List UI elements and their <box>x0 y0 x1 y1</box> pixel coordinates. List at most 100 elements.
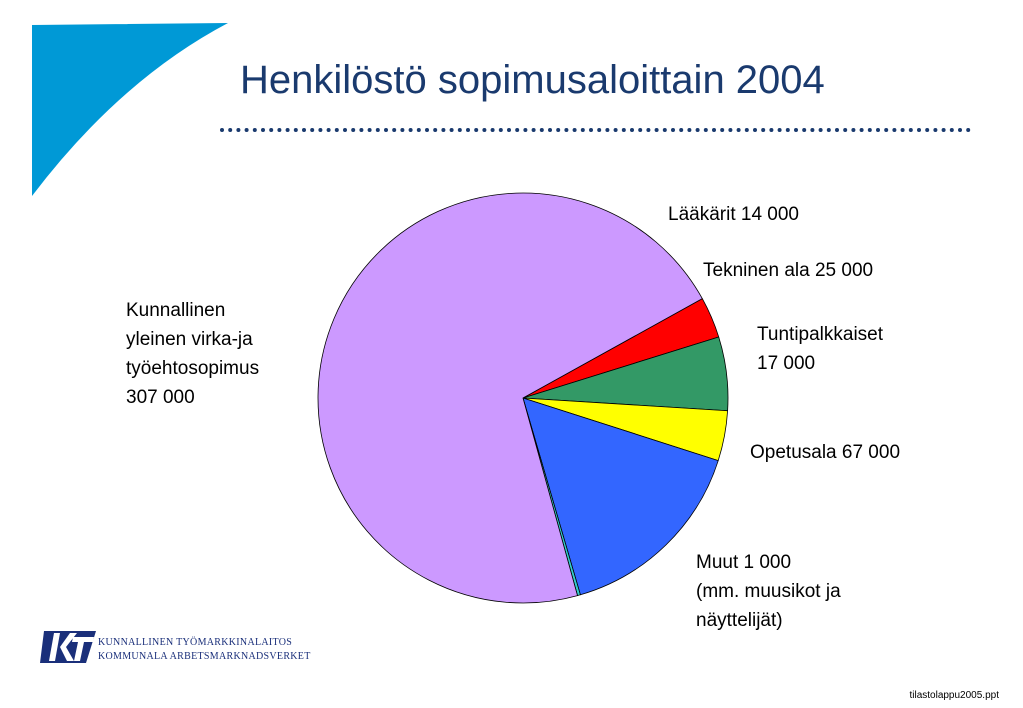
divider-dot <box>679 128 684 132</box>
divider-dot <box>925 128 930 132</box>
divider-dot <box>589 128 593 132</box>
divider-dot <box>810 128 815 132</box>
divider-dot <box>334 128 339 132</box>
divider-dot <box>277 128 282 132</box>
divider-dot <box>343 128 347 132</box>
slice-label-line: Lääkärit 14 000 <box>668 204 799 225</box>
divider-dot <box>548 128 552 132</box>
divider-dot <box>843 128 848 132</box>
divider-dot <box>351 128 356 132</box>
slice-label-line: Muut 1 000 <box>696 552 792 573</box>
divider-dot <box>457 128 462 132</box>
divider-dot <box>630 128 634 132</box>
slice-label-line: 17 000 <box>757 353 816 374</box>
divider-dot <box>884 128 889 132</box>
divider-dot <box>802 128 807 132</box>
slice-label-5: Kunnallinen yleinen virka-ja työehtosopimu… <box>126 296 259 412</box>
divider-dot <box>408 128 413 132</box>
divider-dot <box>744 128 749 132</box>
logo-line-2: KOMMUNALA ARBETSMARKNADSVERKET <box>98 651 311 662</box>
divider-dot <box>736 128 741 132</box>
divider-dot <box>777 128 782 132</box>
divider-dot <box>966 128 971 132</box>
slice-label-line: Tuntipalkkaiset <box>757 324 884 345</box>
slice-label-line: työehtosopimus <box>126 358 260 379</box>
divider-dot <box>826 128 831 132</box>
divider-dot <box>835 128 839 132</box>
slice-label-line: näyttelijät) <box>696 610 783 631</box>
divider-dot <box>613 128 618 132</box>
divider-dot <box>794 128 798 132</box>
divider-dot <box>859 128 864 132</box>
title-dotted-divider <box>220 128 971 132</box>
corner-decoration <box>32 23 228 196</box>
divider-dot <box>687 128 692 132</box>
divider-dot <box>695 128 700 132</box>
divider-dot <box>515 128 520 132</box>
slice-label-line: Opetusala 67 000 <box>750 442 901 463</box>
divider-dot <box>703 128 708 132</box>
divider-dot <box>261 128 265 132</box>
divider-dot <box>720 128 725 132</box>
divider-dot <box>654 128 659 132</box>
divider-dot <box>900 128 905 132</box>
slice-label-line: Kunnallinen <box>126 300 226 321</box>
divider-dot <box>392 128 397 132</box>
divider-dot <box>482 128 487 132</box>
divider-dot <box>941 128 946 132</box>
slice-label-line: (mm. muusikot ja <box>696 581 841 602</box>
divider-dot <box>507 128 511 132</box>
divider-dot <box>498 128 503 132</box>
divider-dot <box>449 128 454 132</box>
divider-dot <box>712 128 716 132</box>
divider-dot <box>367 128 372 132</box>
divider-dot <box>958 128 962 132</box>
divider-dot <box>851 128 856 132</box>
divider-dot <box>867 128 872 132</box>
divider-dot <box>728 128 733 132</box>
divider-dot <box>908 128 913 132</box>
slice-label-2: Tuntipalkkaiset 17 000 <box>757 320 883 378</box>
divider-dot <box>228 128 233 132</box>
divider-dot <box>785 128 790 132</box>
logo-line-1: KUNNALLINEN TYÖMARKKINALAITOS <box>98 637 293 648</box>
divider-dot <box>539 128 544 132</box>
divider-dot <box>769 128 774 132</box>
slice-label-line: yleinen virka-ja <box>126 329 253 350</box>
divider-dot <box>293 128 298 132</box>
divider-dot <box>466 128 470 132</box>
divider-dot <box>375 128 380 132</box>
divider-dot <box>917 128 921 132</box>
divider-dot <box>384 128 388 132</box>
footer-filename: tilastolappu2005.ppt <box>909 690 999 701</box>
divider-dot <box>638 128 643 132</box>
divider-dot <box>580 128 585 132</box>
divider-dot <box>474 128 479 132</box>
divider-dot <box>876 128 880 132</box>
divider-dot <box>818 128 823 132</box>
divider-dot <box>433 128 438 132</box>
divider-dot <box>572 128 577 132</box>
divider-dot <box>662 128 667 132</box>
pie-slice-3 <box>522 397 719 596</box>
divider-dot <box>441 128 446 132</box>
divider-dot <box>310 128 315 132</box>
pie-slice-5 <box>317 192 703 604</box>
divider-dot <box>621 128 626 132</box>
slice-label-line: Tekninen ala 25 000 <box>703 260 874 281</box>
slice-label-4: Muut 1 000 (mm. muusikot ja näyttelijät) <box>696 548 841 635</box>
divider-dot <box>949 128 954 132</box>
slice-label-3: Opetusala 67 000 <box>750 438 900 467</box>
divider-dot <box>753 128 757 132</box>
divider-dot <box>425 128 429 132</box>
divider-dot <box>523 128 528 132</box>
divider-dot <box>564 128 569 132</box>
slice-label-line: 307 000 <box>126 387 195 408</box>
divider-dot <box>933 128 938 132</box>
divider-dot <box>556 128 561 132</box>
divider-dot <box>285 128 290 132</box>
divider-dot <box>605 128 610 132</box>
divider-dot <box>416 128 421 132</box>
divider-dot <box>269 128 274 132</box>
